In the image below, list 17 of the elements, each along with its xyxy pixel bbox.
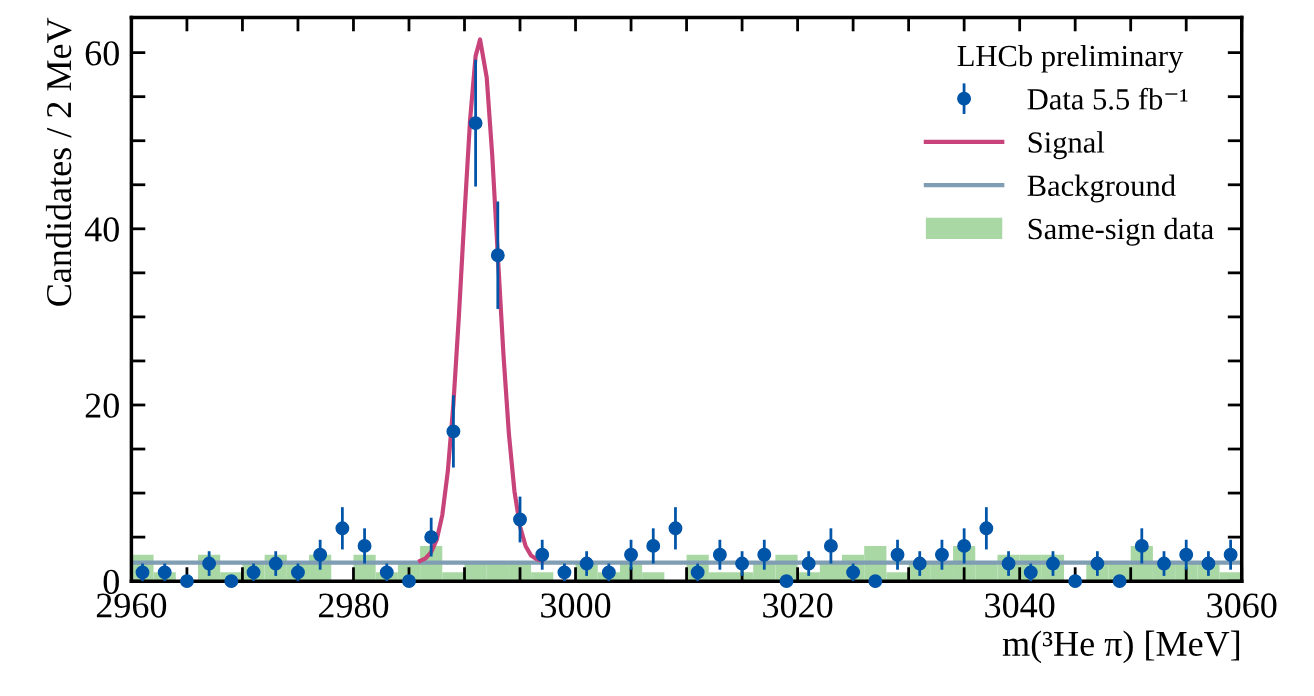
legend-label: Background: [1027, 174, 1176, 203]
legend-label: Signal: [1028, 131, 1105, 160]
y-tick-label: 20: [85, 393, 119, 418]
x-tick-label: 3040: [985, 593, 1055, 618]
x-tick-label: 3060: [1207, 593, 1277, 618]
legend-label: Same-sign data: [1028, 217, 1214, 246]
y-tick-label: 0: [103, 569, 119, 595]
x-tick-label: 3000: [541, 593, 611, 618]
y-axis-title: Candidates / 2 MeV: [45, 17, 72, 306]
x-tick-label: 2980: [318, 593, 389, 618]
y-tick-label: 40: [84, 217, 119, 242]
legend-title: LHCb preliminary: [957, 44, 1184, 73]
x-tick-label: 3020: [763, 593, 833, 618]
y-tick-label: 60: [85, 41, 119, 66]
x-tick-label: 2960: [96, 593, 167, 618]
x-axis-title: m(³He π) [MeV]: [1002, 630, 1240, 664]
legend-label: Data 5.5 fb⁻¹: [1027, 87, 1188, 110]
